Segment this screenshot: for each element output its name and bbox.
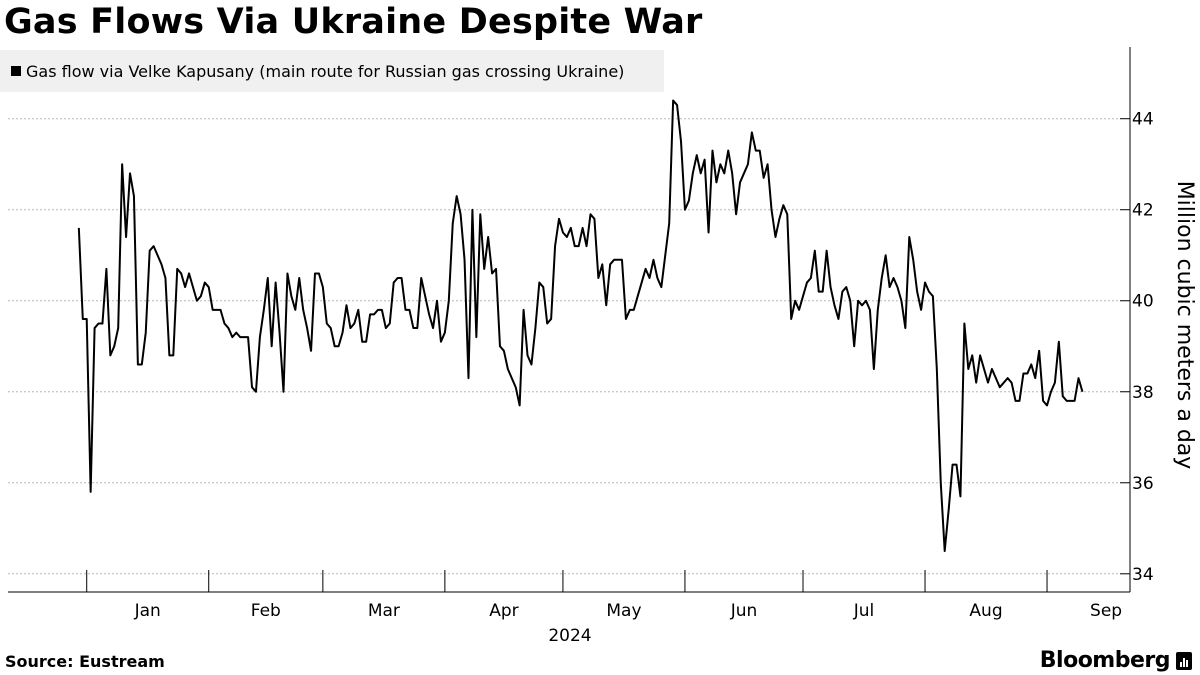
brand-logo: Bloomberg	[1040, 648, 1192, 673]
x-tick-label-may: May	[606, 601, 641, 621]
x-tick-label-mar: Mar	[368, 601, 400, 621]
legend-swatch	[11, 66, 21, 76]
y-tick-label-44: 44	[1132, 110, 1154, 130]
y-tick-label-36: 36	[1132, 474, 1154, 494]
y-tick-label-38: 38	[1132, 383, 1154, 403]
x-tick-label-jul: Jul	[853, 601, 875, 621]
chart-title: Gas Flows Via Ukraine Despite War	[4, 2, 703, 42]
bloomberg-chart-icon	[1176, 651, 1192, 670]
y-axis-label: Million cubic meters a day	[1172, 181, 1197, 470]
legend-label: Gas flow via Velke Kapusany (main route …	[26, 61, 625, 81]
x-tick-label-feb: Feb	[251, 601, 281, 621]
x-tick-label-sep: Sep	[1090, 601, 1122, 621]
year-label: 2024	[548, 626, 591, 646]
y-tick-label-40: 40	[1132, 292, 1154, 312]
y-tick-label-42: 42	[1132, 201, 1154, 221]
source-note: Source: Eustream	[5, 652, 165, 671]
series-layer	[77, 99, 1084, 553]
gridlines	[8, 118, 1120, 575]
series-line	[77, 99, 1084, 553]
x-tick-label-jan: Jan	[134, 601, 161, 621]
brand-name: Bloomberg	[1039, 648, 1171, 673]
x-tick-label-apr: Apr	[489, 601, 518, 621]
legend: Gas flow via Velke Kapusany (main route …	[0, 50, 664, 92]
axes	[8, 47, 1131, 593]
x-tick-label-aug: Aug	[969, 601, 1002, 621]
y-tick-label-34: 34	[1132, 565, 1154, 585]
tick-labels: 34 36 38 40 42 44 Jan Feb Mar Apr May Jun Jul Aug Sep	[134, 110, 1154, 621]
x-tick-label-jun: Jun	[730, 601, 758, 621]
